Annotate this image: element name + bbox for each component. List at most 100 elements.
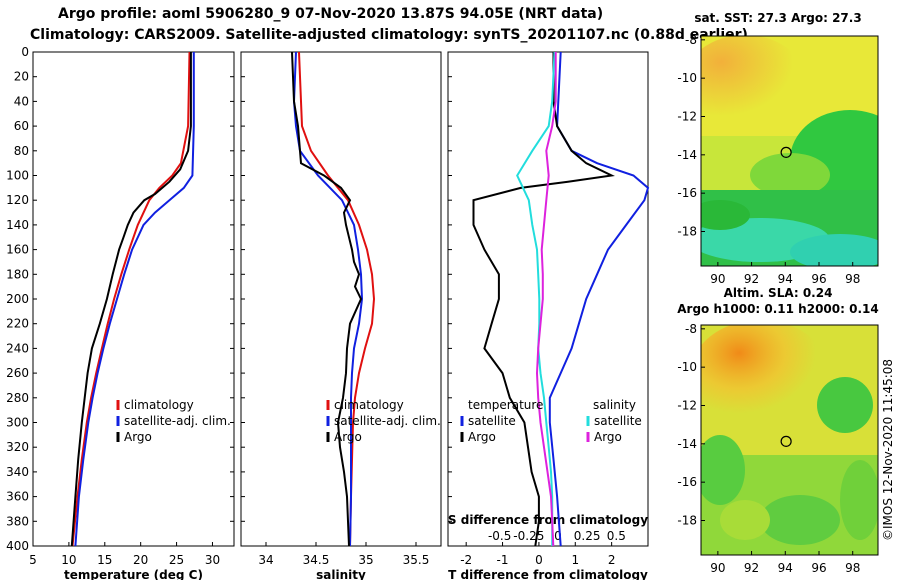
sal-diff-tick-label: -0.25 <box>513 529 544 543</box>
depth-tick-label: 400 <box>6 539 29 553</box>
temperature-tick-label: 5 <box>29 553 37 567</box>
temperature-tick-label: 25 <box>169 553 184 567</box>
depth-tick-label: 140 <box>6 218 29 232</box>
depth-tick-label: 220 <box>6 317 29 331</box>
salinity-tick-label: 34 <box>258 553 273 567</box>
sst-map-lon-tick-label: 96 <box>811 272 826 286</box>
depth-tick-label: 180 <box>6 267 29 281</box>
sst-map-argo-marker <box>780 146 792 158</box>
sal-diff-tick-label: 0.5 <box>607 529 626 543</box>
sst-map-frame <box>700 35 879 267</box>
sla-map-lat-tick-label: -12 <box>677 399 697 413</box>
sal-diff-axis-label: S difference from climatology <box>448 513 648 527</box>
sla-map-lat-tick-label: -10 <box>677 360 697 374</box>
legend-sal-argo: Argo <box>594 430 622 444</box>
sla-map-title: Argo h1000: 0.11 h2000: 0.14 <box>677 302 878 316</box>
legend-temperature-title: temperature <box>468 398 543 412</box>
temperature-axis-label: temperature (deg C) <box>64 568 203 580</box>
sla-map-title: Altim. SLA: 0.24 <box>724 286 833 300</box>
depth-tick-label: 340 <box>6 465 29 479</box>
temp-diff-tick-label: -2 <box>460 553 472 567</box>
depth-tick-label: 100 <box>6 169 29 183</box>
legend-climatology: climatology <box>334 398 404 412</box>
salinity-tick-label: 34.5 <box>303 553 330 567</box>
temp-diff-tick-label: 2 <box>608 553 616 567</box>
sal-diff-satellite-line <box>516 51 556 546</box>
sla-map-lat-tick-label: -14 <box>677 437 697 451</box>
sst-map-lat-tick-label: -16 <box>677 186 697 200</box>
sla-map-image <box>701 325 878 555</box>
temperature-satellite-line <box>74 52 195 547</box>
depth-tick-label: 40 <box>14 94 29 108</box>
sla-map-lon-tick-label: 98 <box>845 561 860 575</box>
salinity-satellite-line <box>292 51 364 547</box>
sst-map-lat-tick-label: -14 <box>677 148 697 162</box>
legend-climatology: climatology <box>124 398 194 412</box>
depth-tick-label: 120 <box>6 193 29 207</box>
depth-tick-label: 60 <box>14 119 29 133</box>
sla-map-lon-tick-label: 94 <box>778 561 793 575</box>
sla-map-lat-tick-label: -8 <box>685 322 697 336</box>
depth-tick-label: 360 <box>6 490 29 504</box>
sst-map-lat-tick-label: -12 <box>677 110 697 124</box>
sst-map-lon-tick-label: 90 <box>710 272 725 286</box>
sla-map-lat-tick-label: -16 <box>677 475 697 489</box>
temperature-argo-line <box>70 52 192 547</box>
legend-temp-satellite: satellite <box>468 414 516 428</box>
sla-map-lon-tick-label: 96 <box>811 561 826 575</box>
temp-diff-tick-label: 1 <box>571 553 579 567</box>
salinity-climatology-line <box>298 51 376 547</box>
sst-map-lat-tick-label: -8 <box>685 33 697 47</box>
sst-map-image <box>701 36 878 266</box>
legend-salinity-title: salinity <box>593 398 636 412</box>
sal-diff-tick-label: -0.5 <box>488 529 511 543</box>
temperature-tick-label: 15 <box>97 553 112 567</box>
depth-tick-label: 160 <box>6 243 29 257</box>
salinity-tick-label: 35.5 <box>403 553 430 567</box>
temp-diff-argo-line <box>472 52 615 547</box>
sst-map-lon-tick-label: 98 <box>845 272 860 286</box>
depth-tick-label: 300 <box>6 416 29 430</box>
temp-diff-tick-label: -1 <box>497 553 509 567</box>
difference-plot-frame <box>447 51 649 547</box>
footer-credit: ©IMOS 12-Nov-2020 11:45:08 <box>881 359 895 541</box>
temp-diff-satellite-line <box>548 51 650 547</box>
sla-map-lat-tick-label: -18 <box>677 514 697 528</box>
legend-argo: Argo <box>334 430 362 444</box>
depth-tick-label: 20 <box>14 70 29 84</box>
sst-map-lat-tick-label: -10 <box>677 71 697 85</box>
sal-diff-tick-label: 0 <box>554 529 562 543</box>
temp-diff-tick-label: 0 <box>535 553 543 567</box>
depth-tick-label: 320 <box>6 440 29 454</box>
sla-map-frame <box>700 324 879 556</box>
legend-satellite: satellite-adj. clim. <box>334 414 441 428</box>
temperature-tick-label: 30 <box>205 553 220 567</box>
salinity-argo-line <box>291 51 363 547</box>
temperature-plot-frame <box>32 51 235 547</box>
depth-tick-label: 0 <box>21 45 29 59</box>
title-line-1: Argo profile: aoml 5906280_9 07-Nov-2020… <box>58 6 604 22</box>
depth-tick-label: 280 <box>6 391 29 405</box>
depth-tick-label: 240 <box>6 341 29 355</box>
legend-temp-argo: Argo <box>468 430 496 444</box>
sla-map-lon-tick-label: 90 <box>710 561 725 575</box>
sla-map-argo-marker <box>780 435 792 447</box>
sst-map-lat-tick-label: -18 <box>677 225 697 239</box>
salinity-axis-label: salinity <box>316 568 366 580</box>
depth-tick-label: 380 <box>6 514 29 528</box>
salinity-tick-label: 35 <box>358 553 373 567</box>
temperature-tick-label: 10 <box>61 553 76 567</box>
temperature-climatology-line <box>71 51 191 547</box>
sst-map-title: sat. SST: 27.3 Argo: 27.3 <box>694 11 861 25</box>
legend-satellite: satellite-adj. clim. <box>124 414 231 428</box>
depth-tick-label: 200 <box>6 292 29 306</box>
sal-diff-argo-line <box>535 52 557 547</box>
sla-map-lon-tick-label: 92 <box>744 561 759 575</box>
temp-diff-axis-label: T difference from climatology <box>448 568 648 580</box>
sal-diff-tick-label: 0.25 <box>574 529 601 543</box>
legend-sal-satellite: satellite <box>594 414 642 428</box>
sst-map-lon-tick-label: 92 <box>744 272 759 286</box>
depth-tick-label: 260 <box>6 366 29 380</box>
legend-argo: Argo <box>124 430 152 444</box>
